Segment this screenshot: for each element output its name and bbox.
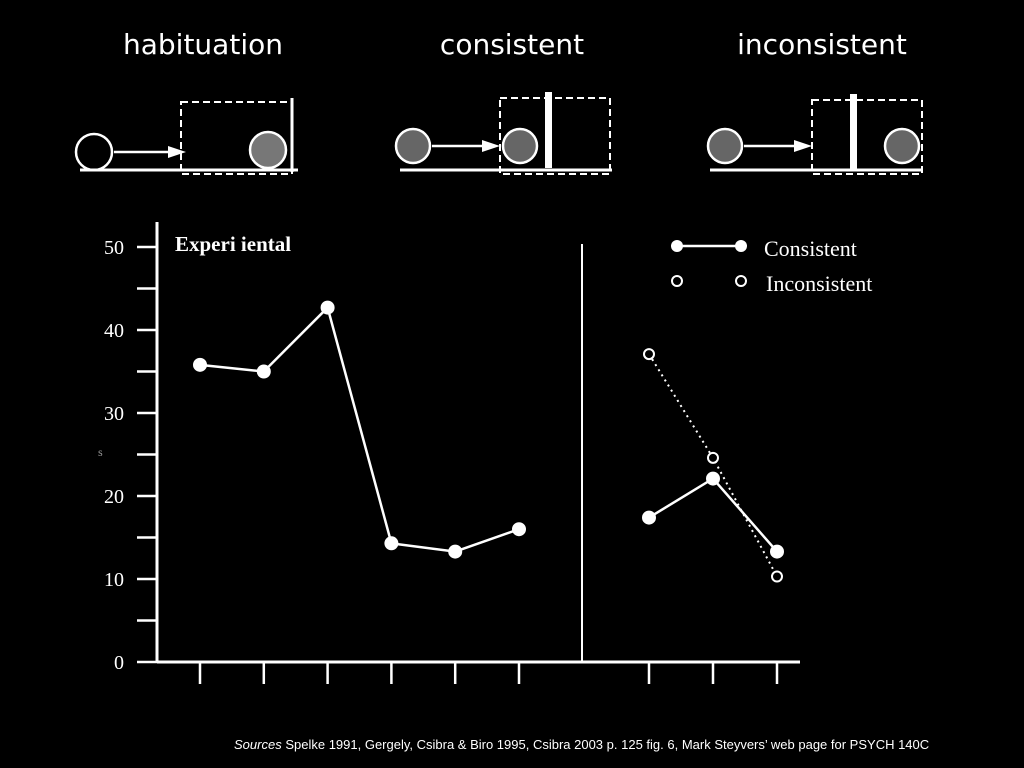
- target-ball: [248, 130, 288, 170]
- legend-item-consistent: Consistent: [671, 236, 857, 261]
- data-point-consistent: [770, 544, 784, 559]
- arrow-head: [168, 146, 186, 158]
- legend-marker-consistent-end: [735, 240, 747, 252]
- data-point-habituation: [384, 536, 399, 551]
- habituation-diagram: [74, 98, 298, 175]
- data-point-habituation: [256, 364, 271, 379]
- arrow-head: [794, 140, 812, 152]
- series-points: [193, 300, 784, 583]
- heading-inconsistent: inconsistent: [737, 28, 907, 61]
- chart-title: Experi iental: [175, 232, 291, 256]
- barrier-wall: [850, 94, 857, 170]
- source-citation: Sources Spelke 1991, Gergely, Csibra & B…: [234, 737, 929, 752]
- agent-ball: [706, 127, 744, 165]
- series-line-habituation: [199, 305, 520, 553]
- target-ball: [501, 127, 539, 165]
- y-stray-label: s: [98, 445, 103, 459]
- agent-ball: [74, 132, 114, 172]
- data-point-consistent: [642, 510, 656, 525]
- arrow-head: [482, 140, 500, 152]
- x-ticks: [198, 662, 779, 684]
- data-point-habituation: [448, 544, 463, 559]
- occluder-outline: [499, 97, 611, 175]
- consistent-diagram: [394, 92, 612, 175]
- source-lead: Sources: [234, 737, 282, 752]
- legend-label-consistent: Consistent: [764, 236, 857, 261]
- y-tick-label: 10: [104, 569, 124, 591]
- y-tick-label: 40: [104, 320, 124, 342]
- occluder-outline: [811, 99, 923, 175]
- series-line-inconsistent: [648, 353, 778, 577]
- y-tick-label: 20: [104, 486, 124, 508]
- heading-consistent: consistent: [439, 28, 585, 61]
- data-point-inconsistent: [707, 451, 719, 464]
- barrier-wall: [545, 92, 552, 168]
- y-tick-label: 0: [114, 652, 124, 674]
- target-ball: [883, 127, 921, 165]
- y-tick-label: 50: [104, 237, 124, 259]
- legend: Consistent Inconsistent: [671, 236, 872, 296]
- source-text: Spelke 1991, Gergely, Csibra & Biro 1995…: [285, 737, 930, 752]
- data-point-inconsistent: [643, 348, 655, 361]
- legend-marker-inconsistent: [671, 275, 683, 287]
- data-point-habituation: [320, 300, 335, 315]
- data-point-habituation: [512, 522, 526, 537]
- data-point-consistent: [706, 471, 720, 486]
- legend-marker-consistent: [671, 240, 683, 252]
- series-lines: [199, 305, 778, 577]
- y-tick-label: 30: [104, 403, 124, 425]
- agent-ball: [394, 127, 432, 165]
- heading-habituation: habituation: [123, 28, 283, 61]
- legend-label-inconsistent: Inconsistent: [766, 271, 872, 296]
- y-ticks: 0 10 20 30 40 50: [104, 237, 157, 674]
- legend-item-inconsistent: Inconsistent: [671, 271, 872, 296]
- inconsistent-diagram: [706, 94, 923, 175]
- data-point-inconsistent: [771, 570, 783, 583]
- data-point-habituation: [193, 357, 207, 372]
- legend-marker-inconsistent-end: [735, 275, 747, 287]
